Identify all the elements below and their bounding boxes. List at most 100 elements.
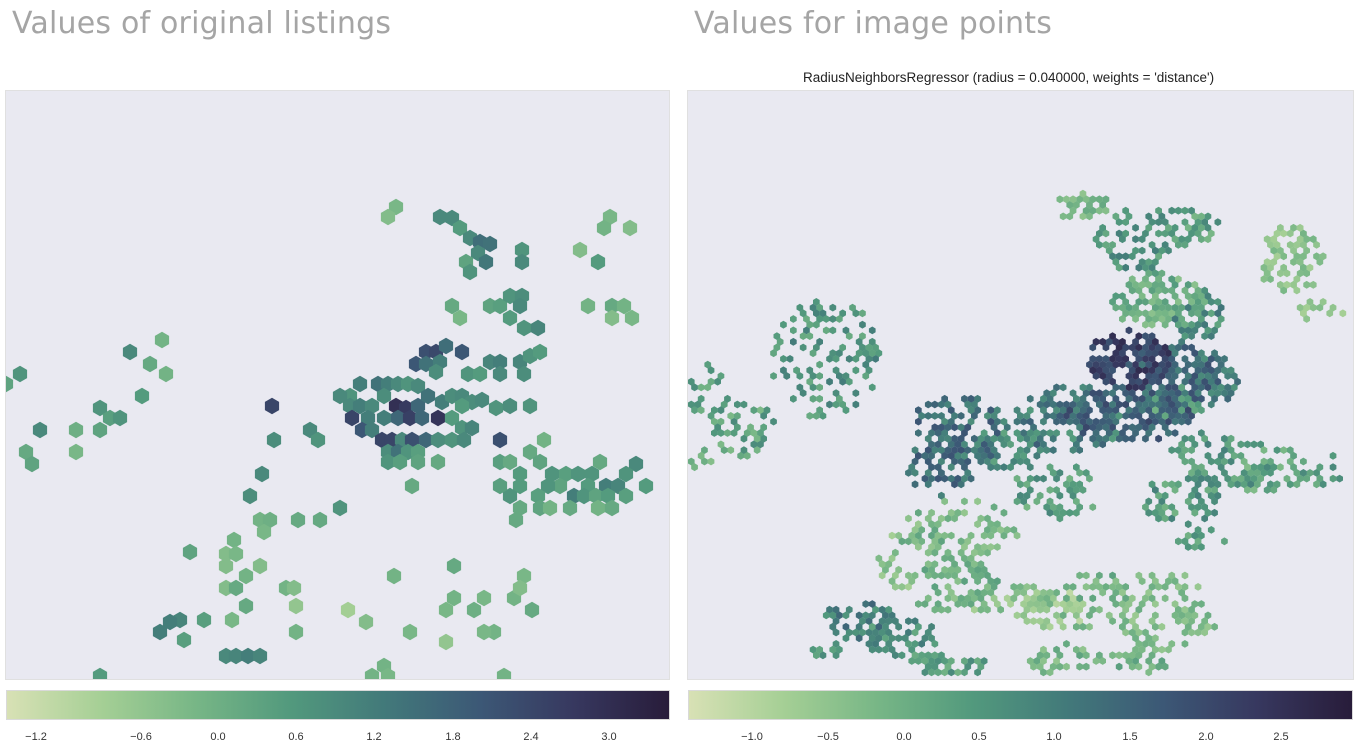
hexbin-cell [1040, 394, 1047, 403]
hexbin-cell [1211, 508, 1218, 517]
hexbin-cell [1296, 269, 1304, 278]
hexbin-cell [1122, 400, 1129, 409]
hexbin-cell [862, 372, 870, 380]
hexbin-cell [1089, 343, 1097, 352]
hexbin-cell [1155, 286, 1162, 295]
hexbin-cell [878, 628, 886, 637]
hexbin-cell [1217, 463, 1225, 472]
hexbin-cell [1152, 394, 1159, 403]
hexbin-cell [1283, 474, 1291, 483]
hexbin-cell [1076, 662, 1083, 671]
hexbin-cell [1125, 383, 1133, 392]
hexbin-cell [1066, 600, 1074, 608]
hexbin-cell [977, 605, 985, 614]
hexbin-cell [1119, 349, 1126, 358]
hexbin-cell [1198, 463, 1205, 472]
hexbin-cell [1013, 417, 1021, 426]
hexbin-cell [162, 613, 178, 631]
hexbin-cell [971, 605, 978, 614]
hexbin-cell [1063, 400, 1070, 409]
hexbin-cell [1152, 372, 1159, 380]
hexbin-cell [1135, 662, 1143, 671]
hexbin-cell [980, 451, 988, 460]
hexbin-cell [352, 375, 368, 393]
hexbin-cell [1102, 434, 1110, 443]
hexbin-cell [1122, 594, 1129, 603]
hexbin-cell [974, 588, 981, 597]
hexbin-cell [944, 583, 952, 591]
hexbin-cell [1198, 235, 1205, 244]
hexbin-cell [1273, 241, 1281, 249]
hexbin-cell [1043, 605, 1051, 614]
right-colorbar-tick: −0.5 [817, 731, 839, 743]
hexbin-cell [1125, 280, 1133, 289]
hexbin-cell [701, 446, 708, 454]
hexbin-cell [1138, 577, 1146, 586]
hexbin-cell [1076, 503, 1083, 511]
hexbin-cell [1142, 320, 1149, 329]
hexbin-cell [1128, 651, 1136, 660]
hexbin-cell [1194, 400, 1202, 409]
hexbin-cell [928, 668, 935, 677]
hexbin-cell [691, 463, 698, 472]
hexbin-cell [908, 463, 916, 472]
hexbin-cell [1161, 423, 1169, 432]
hexbin-cell [1148, 389, 1156, 397]
hexbin-cell [1194, 389, 1202, 397]
hexbin-cell [1194, 469, 1202, 477]
hexbin-cell [1171, 429, 1179, 437]
hexbin-cell [1079, 486, 1087, 494]
hexbin-cell [911, 537, 919, 546]
hexbin-cell [1056, 469, 1064, 477]
hexbin-cell [727, 412, 735, 420]
hexbin-cell [476, 589, 492, 607]
hexbin-cell [492, 297, 508, 315]
left-section-heading: Values of original listings [12, 6, 392, 41]
hexbin-cell [928, 440, 935, 449]
hexbin-cell [1082, 662, 1090, 671]
hexbin-cell [1145, 337, 1153, 346]
hexbin-cell [783, 372, 791, 380]
hexbin-cell [1073, 417, 1080, 426]
hexbin-cell [1184, 372, 1192, 380]
hexbin-cell [1138, 246, 1146, 255]
hexbin-cell [1145, 406, 1153, 415]
hexbin-cell [1214, 320, 1222, 329]
hexbin-cell [1066, 201, 1074, 209]
hexbin-cell [1152, 406, 1159, 415]
hexbin-cell [1023, 434, 1031, 443]
hexbin-cell [1290, 246, 1297, 255]
hexbin-cell [1109, 423, 1116, 432]
hexbin-cell [977, 560, 985, 568]
hexbin-cell [1257, 463, 1264, 472]
hexbin-cell [1053, 508, 1060, 517]
hexbin-cell [1102, 206, 1110, 215]
hexbin-cell [947, 668, 955, 677]
hexbin-cell [1161, 389, 1169, 397]
hexbin-cell [1026, 417, 1034, 426]
hexbin-cell [931, 446, 939, 454]
hexbin-cell [18, 443, 34, 461]
hexbin-cell [1188, 309, 1195, 318]
hexbin-cell [1092, 417, 1100, 426]
hexbin-cell [1003, 434, 1011, 443]
hexbin-cell [954, 600, 962, 608]
hexbin-cell [610, 477, 626, 495]
hexbin-cell [980, 440, 988, 449]
hexbin-cell [688, 377, 695, 386]
hexbin-cell [974, 668, 981, 677]
hexbin-cell [898, 537, 906, 546]
hexbin-cell [1049, 400, 1057, 409]
hexbin-cell [990, 434, 998, 443]
hexbin-cell [882, 611, 889, 620]
hexbin-cell [947, 588, 955, 597]
hexbin-cell [734, 423, 741, 432]
hexbin-cell [977, 446, 985, 454]
hexbin-cell [1237, 440, 1245, 449]
hexbin-cell [1082, 400, 1090, 409]
hexbin-cell [1319, 252, 1327, 261]
hexbin-cell [875, 622, 883, 631]
hexbin-cell [592, 453, 608, 471]
hexbin-cell [931, 537, 939, 546]
